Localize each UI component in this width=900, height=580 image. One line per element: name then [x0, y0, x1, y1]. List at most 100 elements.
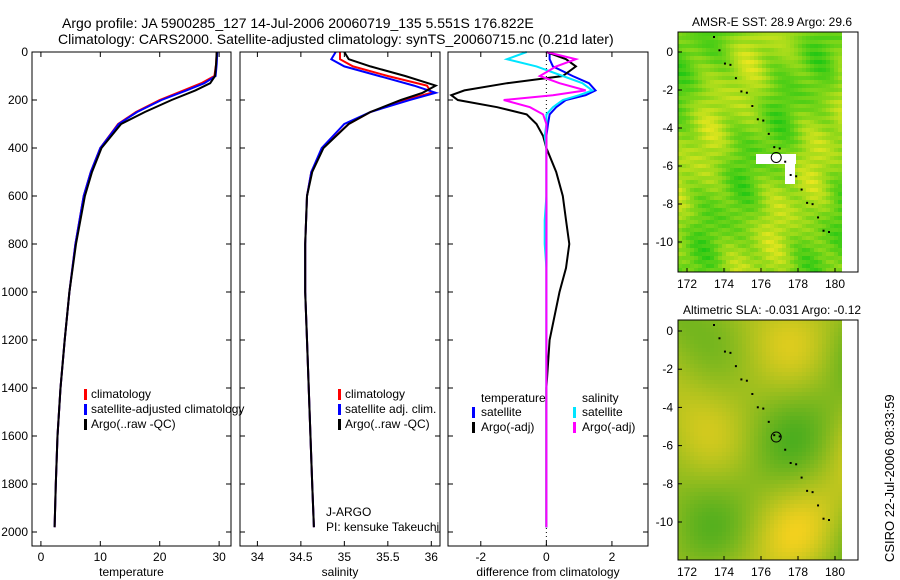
sst-cell	[838, 236, 842, 240]
sla-cell	[750, 500, 754, 504]
sla-cell	[682, 452, 686, 456]
sla-cell	[810, 488, 814, 492]
sla-cell	[834, 348, 838, 352]
sla-cell	[742, 492, 746, 496]
sst-cell	[698, 136, 702, 140]
sla-cell	[770, 412, 774, 416]
sla-cell	[734, 336, 738, 340]
x-tick-label: 2	[609, 550, 616, 564]
sst-cell	[814, 180, 818, 184]
sla-cell	[790, 372, 794, 376]
sst-cell	[814, 160, 818, 164]
sla-cell	[682, 540, 686, 544]
sla-cell	[746, 396, 750, 400]
sst-cell	[682, 264, 686, 268]
sst-cell	[698, 104, 702, 108]
sst-cell	[802, 220, 806, 224]
sst-cell	[678, 100, 682, 104]
sst-cell	[726, 248, 730, 252]
sst-cell	[822, 248, 826, 252]
sst-cell	[746, 180, 750, 184]
sst-cell	[678, 84, 682, 88]
sst-cell	[818, 220, 822, 224]
sst-cell	[774, 252, 778, 256]
sst-cell	[742, 248, 746, 252]
sst-cell	[818, 184, 822, 188]
sla-cell	[762, 364, 766, 368]
sla-cell	[690, 496, 694, 500]
sla-cell	[782, 500, 786, 504]
sla-cell	[734, 496, 738, 500]
sla-cell	[762, 512, 766, 516]
sst-cell	[758, 140, 762, 144]
sla-cell	[710, 484, 714, 488]
sla-cell	[838, 364, 842, 368]
sla-cell	[826, 520, 830, 524]
sla-cell	[694, 520, 698, 524]
sla-cell	[742, 360, 746, 364]
sst-cell	[706, 196, 710, 200]
sst-cell	[710, 60, 714, 64]
sla-cell	[810, 476, 814, 480]
sst-cell	[826, 216, 830, 220]
sla-cell	[834, 512, 838, 516]
sla-cell	[698, 452, 702, 456]
sla-cell	[834, 336, 838, 340]
sla-cell	[710, 336, 714, 340]
sla-cell	[718, 416, 722, 420]
sla-cell	[694, 428, 698, 432]
sla-cell	[730, 508, 734, 512]
sla-cell	[702, 408, 706, 412]
sst-cell	[678, 76, 682, 80]
sst-cell	[682, 248, 686, 252]
sst-cell	[742, 60, 746, 64]
sst-cell	[710, 188, 714, 192]
sst-cell	[718, 268, 722, 272]
sst-cell	[686, 132, 690, 136]
sst-cell	[726, 60, 730, 64]
sst-cell	[746, 96, 750, 100]
sla-cell	[714, 424, 718, 428]
sst-cell	[754, 232, 758, 236]
sla-cell	[802, 348, 806, 352]
sst-cell	[690, 140, 694, 144]
sst-cell	[782, 144, 786, 148]
sst-cell	[806, 44, 810, 48]
sla-cell	[722, 388, 726, 392]
sst-cell	[838, 156, 842, 160]
sla-cell	[694, 328, 698, 332]
sst-cell	[726, 236, 730, 240]
sla-cell	[782, 344, 786, 348]
sla-cell	[790, 476, 794, 480]
sla-cell	[746, 528, 750, 532]
sst-cell	[690, 72, 694, 76]
sst-cell	[782, 240, 786, 244]
sla-cell	[826, 384, 830, 388]
sla-cell	[682, 404, 686, 408]
legend-label: satellite	[481, 405, 522, 419]
sla-cell	[758, 412, 762, 416]
sla-cell	[718, 348, 722, 352]
sst-cell	[790, 52, 794, 56]
sla-cell	[718, 544, 722, 548]
sla-cell	[678, 432, 682, 436]
sla-cell	[698, 424, 702, 428]
sla-cell	[814, 476, 818, 480]
sla-cell	[726, 368, 730, 372]
sla-cell	[722, 516, 726, 520]
sla-cell	[818, 420, 822, 424]
sla-cell	[822, 336, 826, 340]
sst-cell	[682, 48, 686, 52]
sla-cell	[754, 356, 758, 360]
sst-cell	[838, 188, 842, 192]
sla-cell	[734, 400, 738, 404]
sla-cell	[746, 388, 750, 392]
sst-cell	[698, 64, 702, 68]
sst-cell	[710, 52, 714, 56]
sla-cell	[702, 496, 706, 500]
sst-cell	[798, 148, 802, 152]
sst-cell	[810, 84, 814, 88]
sla-cell	[770, 520, 774, 524]
sla-cell	[830, 520, 834, 524]
sst-cell	[698, 32, 702, 36]
